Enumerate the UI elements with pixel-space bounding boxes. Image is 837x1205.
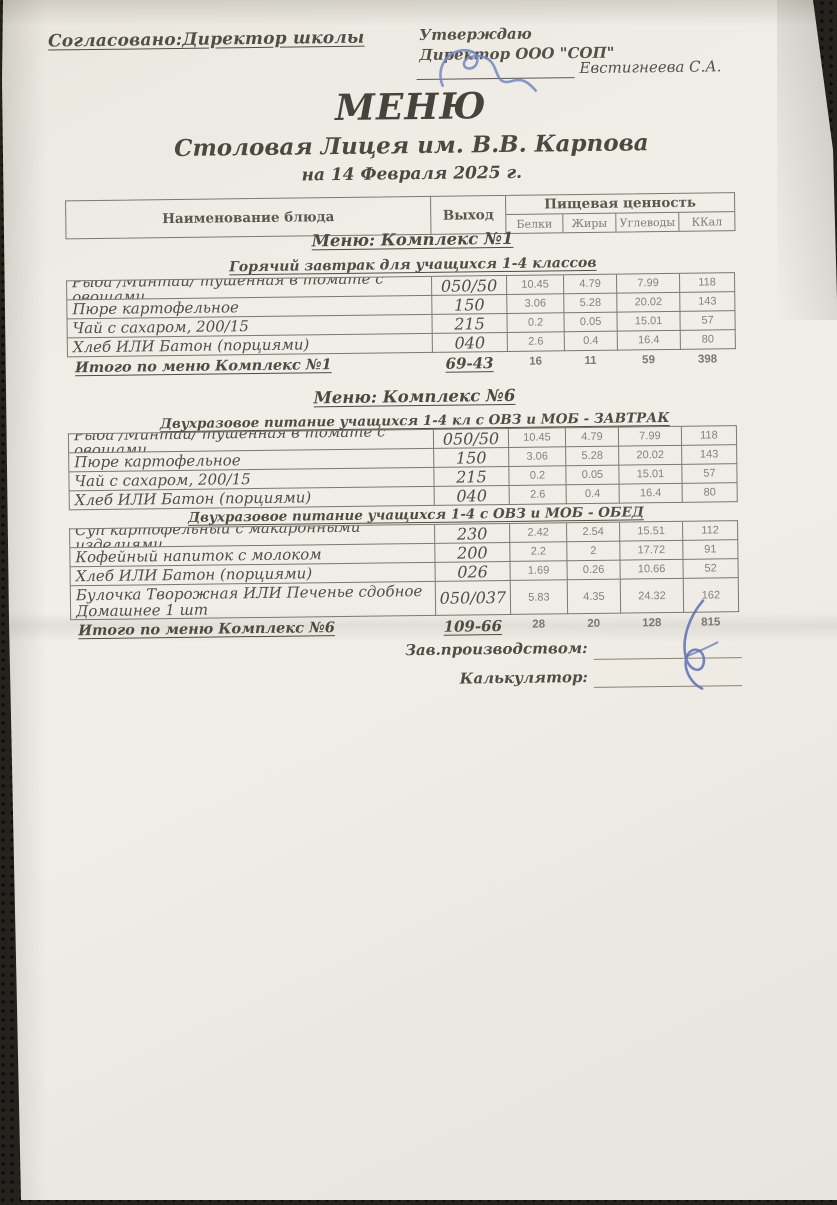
dish-carbs: 16.4 <box>617 330 681 351</box>
dish-output: 040 <box>434 485 510 506</box>
agreed-by-line: Согласовано:Директор школы <box>47 27 365 52</box>
dish-kcal: 143 <box>680 292 736 312</box>
dish-protein: 10.45 <box>508 428 567 448</box>
paper-top-shadow <box>2 0 837 26</box>
dish-output: 150 <box>434 447 510 468</box>
dish-kcal: 80 <box>680 330 736 350</box>
date-line: на 14 Февраля 2025 г. <box>301 162 523 186</box>
approver-signature-line <box>416 77 575 81</box>
dish-protein: 0.2 <box>509 466 567 486</box>
dish-fat: 0.4 <box>566 484 620 505</box>
dish-fat: 4.79 <box>564 274 618 295</box>
dish-output: 200 <box>435 542 511 563</box>
dish-kcal: 57 <box>680 311 736 331</box>
dish-fat: 0.4 <box>564 331 618 352</box>
dish-output: 215 <box>432 313 508 334</box>
dish-name: Булочка Творожная ИЛИ Печенье сдобное До… <box>70 581 437 621</box>
dish-carbs: 17.72 <box>620 540 684 561</box>
dish-fat: 2.54 <box>567 522 621 543</box>
dish-fat: 4.79 <box>565 427 620 448</box>
menu1-table: Рыба /Минтай/ тушённая в томате с овощам… <box>66 272 736 358</box>
dish-protein: 3.06 <box>507 294 565 314</box>
menu6-heading: Меню: Комплекс №6 <box>313 385 516 408</box>
dish-kcal: 91 <box>683 540 739 560</box>
menu6-total-protein: 28 <box>532 618 546 631</box>
dish-carbs: 7.99 <box>617 273 681 294</box>
approver-name: Евстигнеева С.А. <box>579 57 722 78</box>
dish-fat: 2 <box>567 541 621 562</box>
dish-protein: 2.42 <box>510 523 568 543</box>
dish-fat: 0.26 <box>567 560 621 581</box>
dish-kcal: 112 <box>683 521 739 541</box>
calculator-label: Калькулятор: <box>459 667 589 688</box>
dish-protein: 10.45 <box>507 275 565 295</box>
menu1-total-carbs: 59 <box>642 354 656 367</box>
dish-fat: 0.05 <box>564 312 618 333</box>
dish-protein: 0.2 <box>507 313 565 333</box>
dish-protein: 5.83 <box>510 580 569 615</box>
calculator-signature-line <box>594 685 743 688</box>
menu1-total-kcal: 398 <box>697 353 718 366</box>
dish-kcal: 52 <box>683 559 739 579</box>
menu1-total-fat: 11 <box>584 354 597 368</box>
dish-protein: 2.6 <box>509 485 567 505</box>
menu6-total-output: 109-66 <box>443 617 503 636</box>
dish-output: 215 <box>434 466 510 487</box>
page-subtitle: Столовая Лицея им. В.В. Карпова <box>174 129 649 163</box>
page-title: МЕНЮ <box>334 85 488 130</box>
production-manager-label: Зав.производством: <box>405 638 588 660</box>
dish-output: 050/50 <box>433 428 510 449</box>
dish-carbs: 24.32 <box>620 578 685 614</box>
dish-protein: 1.69 <box>510 561 568 581</box>
approved-by-line: Утверждаю <box>418 24 532 45</box>
dish-kcal: 143 <box>682 445 738 465</box>
dish-carbs: 16.4 <box>619 483 683 504</box>
dish-carbs: 10.66 <box>620 559 684 580</box>
dish-fat: 0.05 <box>566 465 620 486</box>
menu6-total-kcal: 815 <box>701 616 721 629</box>
dish-name: Хлеб ИЛИ Батон (порциями) <box>67 333 433 358</box>
dish-output: 230 <box>435 523 511 544</box>
dish-output: 050/037 <box>435 580 512 616</box>
dish-carbs: 15.51 <box>620 521 684 542</box>
production-manager-signature-line <box>593 657 742 660</box>
dish-kcal: 162 <box>683 578 740 613</box>
menu6-total-label: Итого по меню Комплекс №6 <box>78 619 335 640</box>
dish-protein: 3.06 <box>509 447 567 467</box>
menu6-total-fat: 20 <box>587 617 601 630</box>
dish-kcal: 118 <box>681 426 738 446</box>
menu1-total-label: Итого по меню Комплекс №1 <box>74 356 332 377</box>
menu1-total-protein: 16 <box>529 355 543 368</box>
menu6-total-carbs: 128 <box>642 617 662 630</box>
dish-kcal: 118 <box>679 273 736 293</box>
dish-kcal: 80 <box>682 483 738 503</box>
dish-fat: 5.28 <box>566 446 620 467</box>
dish-carbs: 7.99 <box>618 426 683 447</box>
dish-carbs: 20.02 <box>617 292 681 313</box>
menu1-total-output: 69-43 <box>445 354 494 373</box>
menu6-lunch-table: Суп картофельный с макаронными изделиями… <box>69 520 740 621</box>
menu6-breakfast-table: Рыба /Минтай/ тушённая в томате с овощам… <box>67 425 738 511</box>
dish-output: 040 <box>432 332 508 353</box>
dish-protein: 2.6 <box>507 332 565 352</box>
dish-fat: 4.35 <box>567 579 622 615</box>
dish-carbs: 15.01 <box>617 311 681 332</box>
dish-output: 150 <box>432 294 508 315</box>
dish-output: 050/50 <box>432 275 508 296</box>
dish-output: 026 <box>435 561 511 582</box>
dish-carbs: 20.02 <box>619 445 683 466</box>
dish-fat: 5.28 <box>564 293 618 314</box>
dish-kcal: 57 <box>682 464 738 484</box>
dish-carbs: 15.01 <box>619 464 683 485</box>
dish-protein: 2.2 <box>510 542 568 562</box>
